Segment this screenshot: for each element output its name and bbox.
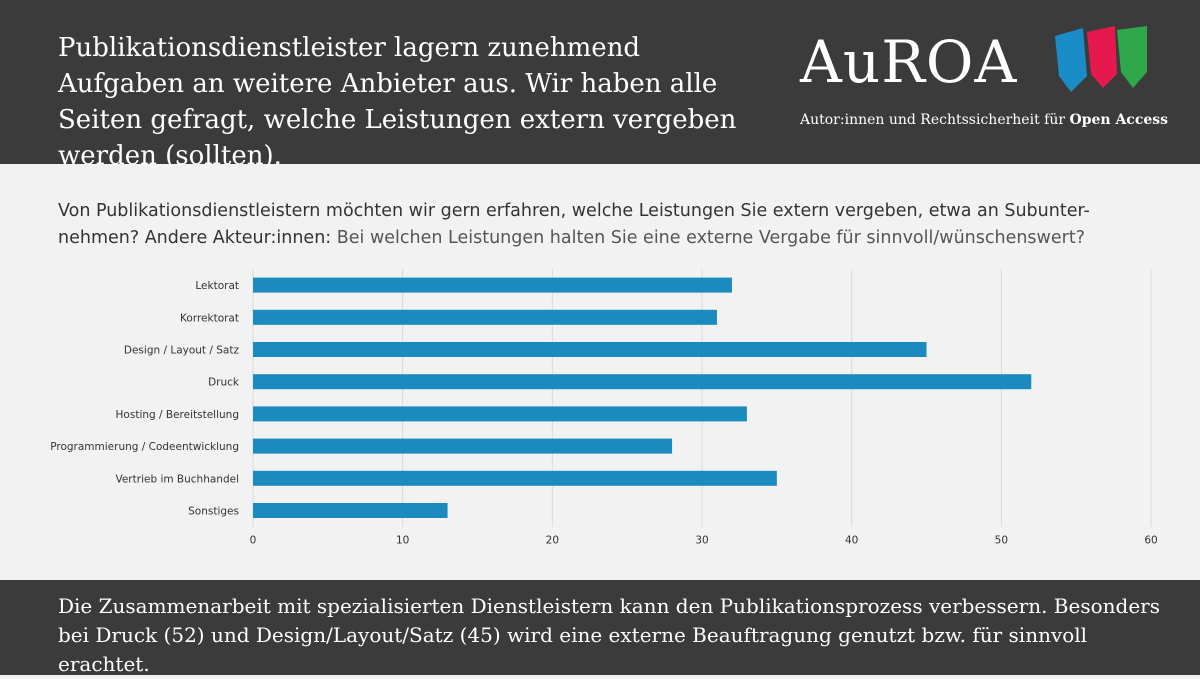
category-label: Hosting / Bereitstellung xyxy=(116,409,239,421)
bar-7 xyxy=(253,470,777,486)
logo-flag-2 xyxy=(1087,26,1117,88)
bar-2 xyxy=(253,309,717,325)
category-label: Design / Layout / Satz xyxy=(124,345,240,357)
category-label: Programmierung / Codeentwicklung xyxy=(50,441,239,453)
logo-flags-icon xyxy=(1055,26,1147,92)
category-label: Druck xyxy=(208,377,240,389)
x-tick-label: 40 xyxy=(845,535,858,547)
auroa-logo: AuROA Autor:innen und Rechtssicherheit f… xyxy=(800,22,1168,142)
x-tick-label: 0 xyxy=(250,535,257,547)
header-text: Publikationsdienstleister lagern zunehme… xyxy=(58,33,737,171)
category-label: Vertrieb im Buchhandel xyxy=(115,473,239,485)
category-label: Korrektorat xyxy=(180,312,239,324)
logo-flag-3 xyxy=(1117,26,1147,88)
footer-text: Die Zusammenarbeit mit spezialisierten D… xyxy=(58,594,1160,676)
category-label: Sonstiges xyxy=(188,506,239,518)
question-part-1: Von Publikationsdienstleistern möchten w… xyxy=(58,201,1090,248)
bar-3 xyxy=(253,342,927,357)
question-part-2: Bei welchen Leistungen halten Sie eine e… xyxy=(336,228,1085,248)
logo-tagline-bold: Open Access xyxy=(1069,112,1169,128)
logo-tagline-prefix: Autor:innen und Rechtssicherheit für xyxy=(800,112,1070,128)
category-label: Lektorat xyxy=(195,280,239,292)
logo-flag-1 xyxy=(1055,28,1087,92)
logo-wordmark: AuROA xyxy=(800,28,1018,96)
survey-question: Von Publikationsdienstleistern möchten w… xyxy=(58,198,1158,252)
logo-tagline: Autor:innen und Rechtssicherheit für Ope… xyxy=(800,112,1168,128)
x-tick-label: 60 xyxy=(1144,535,1157,547)
header-banner: Publikationsdienstleister lagern zunehme… xyxy=(0,0,1200,171)
bar-4 xyxy=(253,374,1032,390)
footer-banner: Die Zusammenarbeit mit spezialisierten D… xyxy=(0,580,1200,676)
bar-6 xyxy=(253,438,673,454)
bar-5 xyxy=(253,406,747,422)
bar-8 xyxy=(253,503,448,518)
bar-chart: 0 10 20 30 40 50 60 Lektorat Korrektorat Design /… xyxy=(50,269,1158,547)
bar-1 xyxy=(253,277,732,293)
x-tick-label: 50 xyxy=(995,535,1008,547)
x-tick-label: 20 xyxy=(546,535,559,547)
x-tick-label: 30 xyxy=(695,535,708,547)
x-tick-label: 10 xyxy=(396,535,409,547)
